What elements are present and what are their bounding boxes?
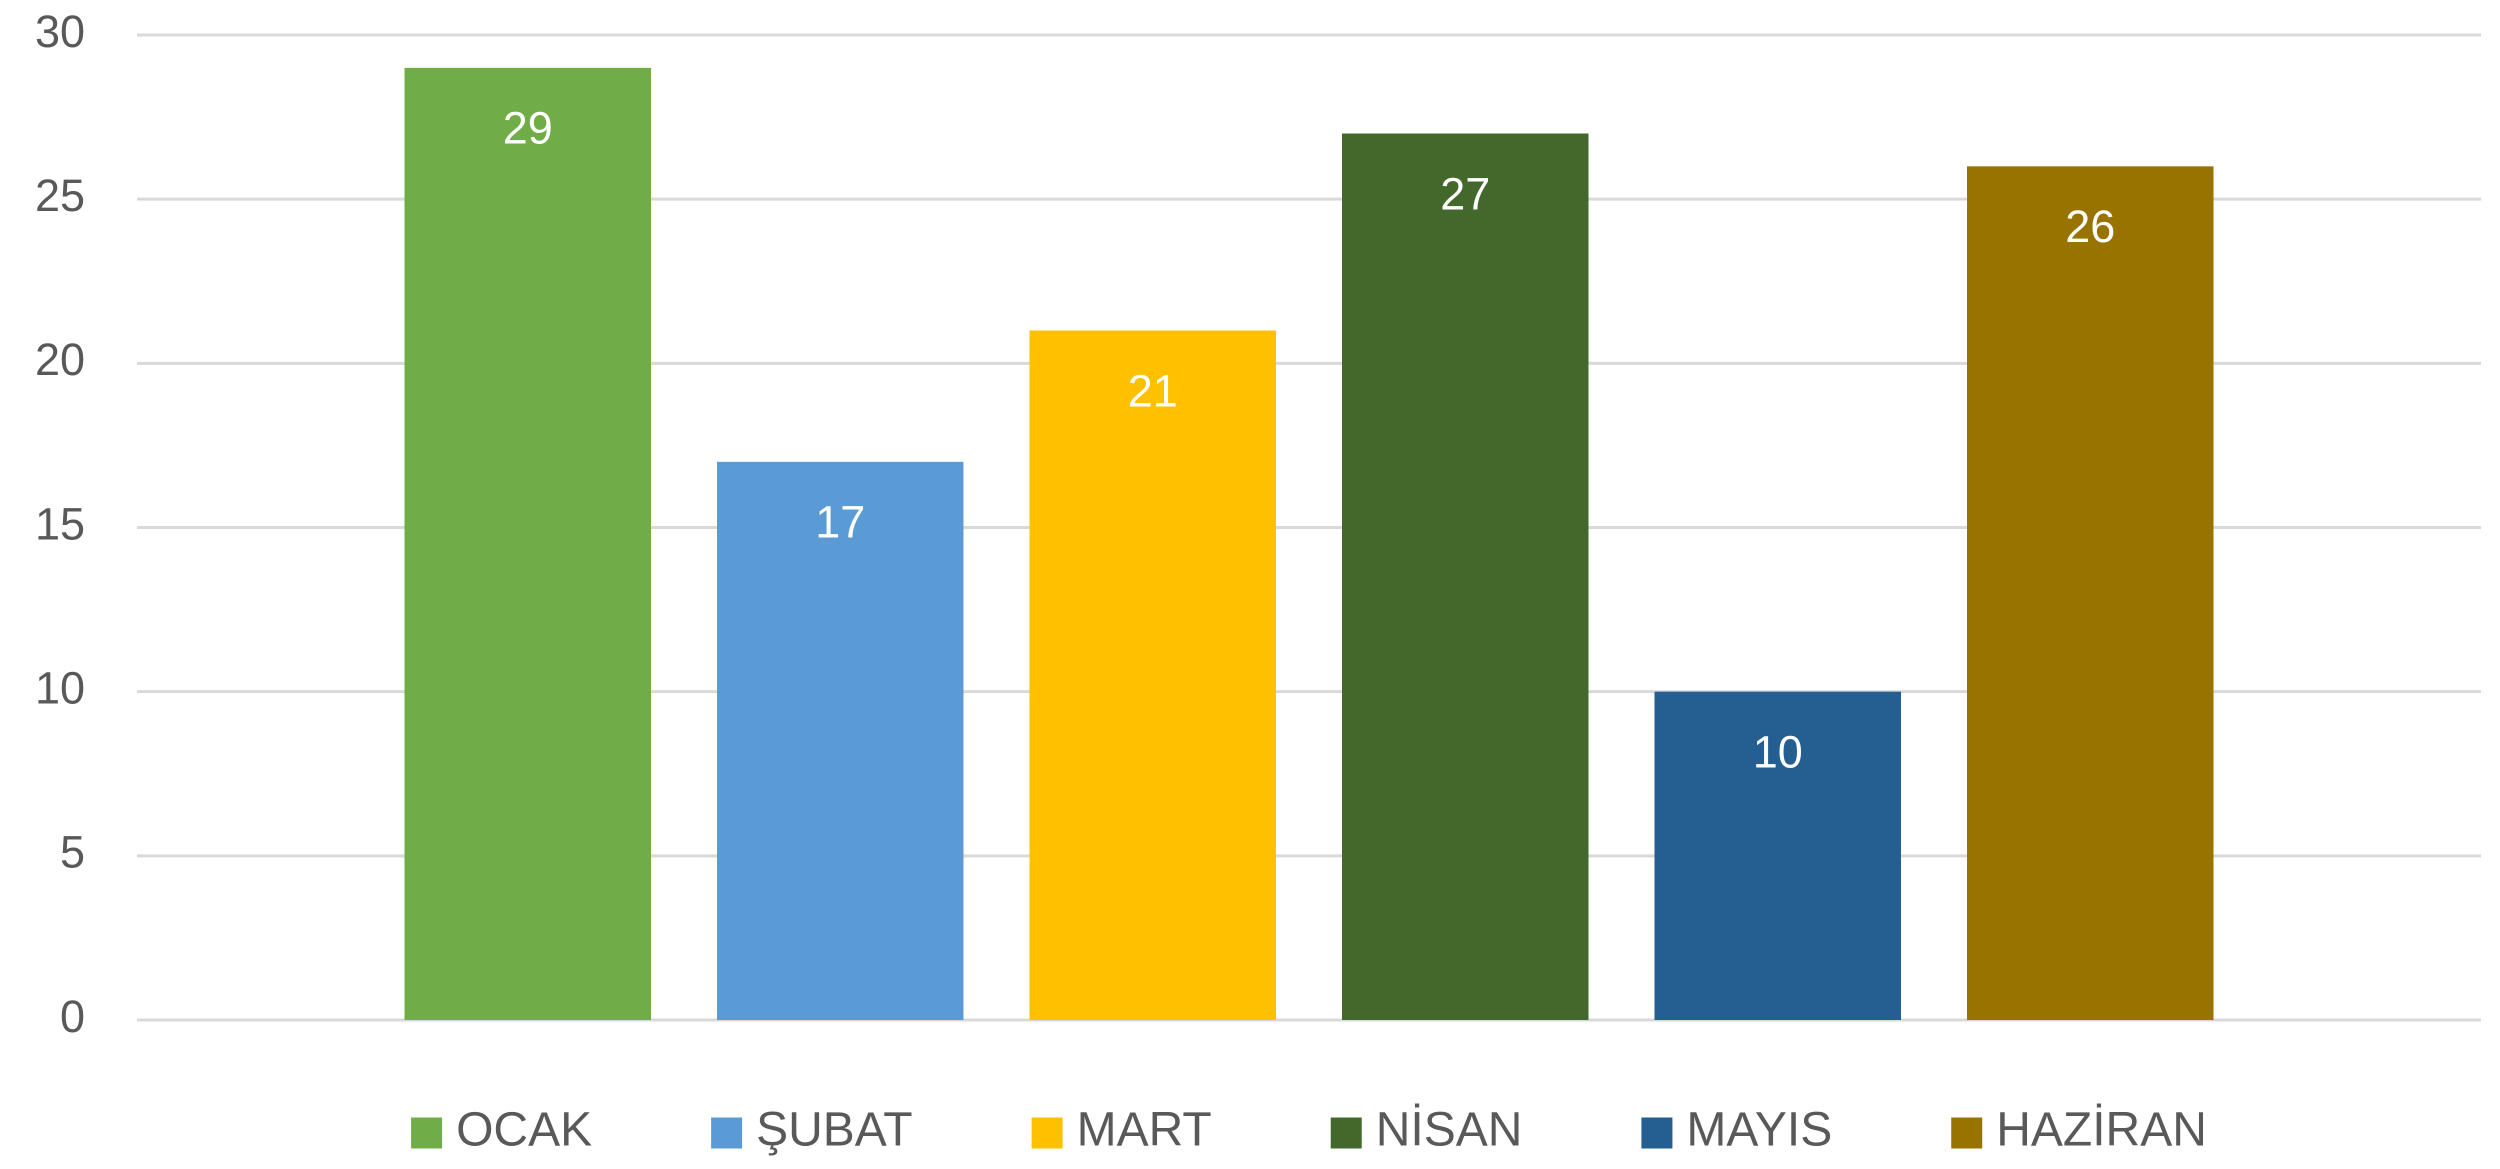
bar (404, 67, 651, 1021)
data-label: 17 (815, 497, 865, 548)
legend-label: NİSAN (1376, 1104, 1523, 1157)
bar (1029, 330, 1276, 1020)
legend-label: HAZİRAN (1996, 1104, 2207, 1157)
legend-swatch (1641, 1117, 1673, 1149)
data-label: 27 (1440, 168, 1490, 219)
data-label: 26 (2065, 201, 2115, 252)
legend-label: ŞUBAT (756, 1104, 912, 1157)
bar (1654, 691, 1901, 1020)
y-tick-label: 5 (60, 827, 85, 878)
legend-label: OCAK (456, 1104, 592, 1157)
data-label: 21 (1128, 365, 1178, 416)
y-tick-label: 30 (35, 6, 85, 57)
bar (1967, 166, 2214, 1021)
legend-swatch (411, 1117, 443, 1149)
legend-swatch (1031, 1117, 1063, 1149)
legend-label: MART (1077, 1104, 1212, 1157)
y-tick-label: 25 (35, 170, 85, 221)
legend-swatch (1951, 1117, 1983, 1149)
y-tick-label: 10 (35, 663, 85, 714)
y-tick-label: 20 (35, 334, 85, 385)
bar (717, 461, 964, 1020)
legend-label: MAYIS (1686, 1104, 1832, 1157)
data-label: 29 (503, 103, 553, 154)
y-tick-label: 15 (35, 498, 85, 549)
legend-swatch (711, 1117, 743, 1149)
bar (1342, 133, 1589, 1020)
data-label: 10 (1753, 727, 1803, 778)
y-tick-label: 0 (60, 991, 85, 1042)
legend-swatch (1330, 1117, 1362, 1149)
